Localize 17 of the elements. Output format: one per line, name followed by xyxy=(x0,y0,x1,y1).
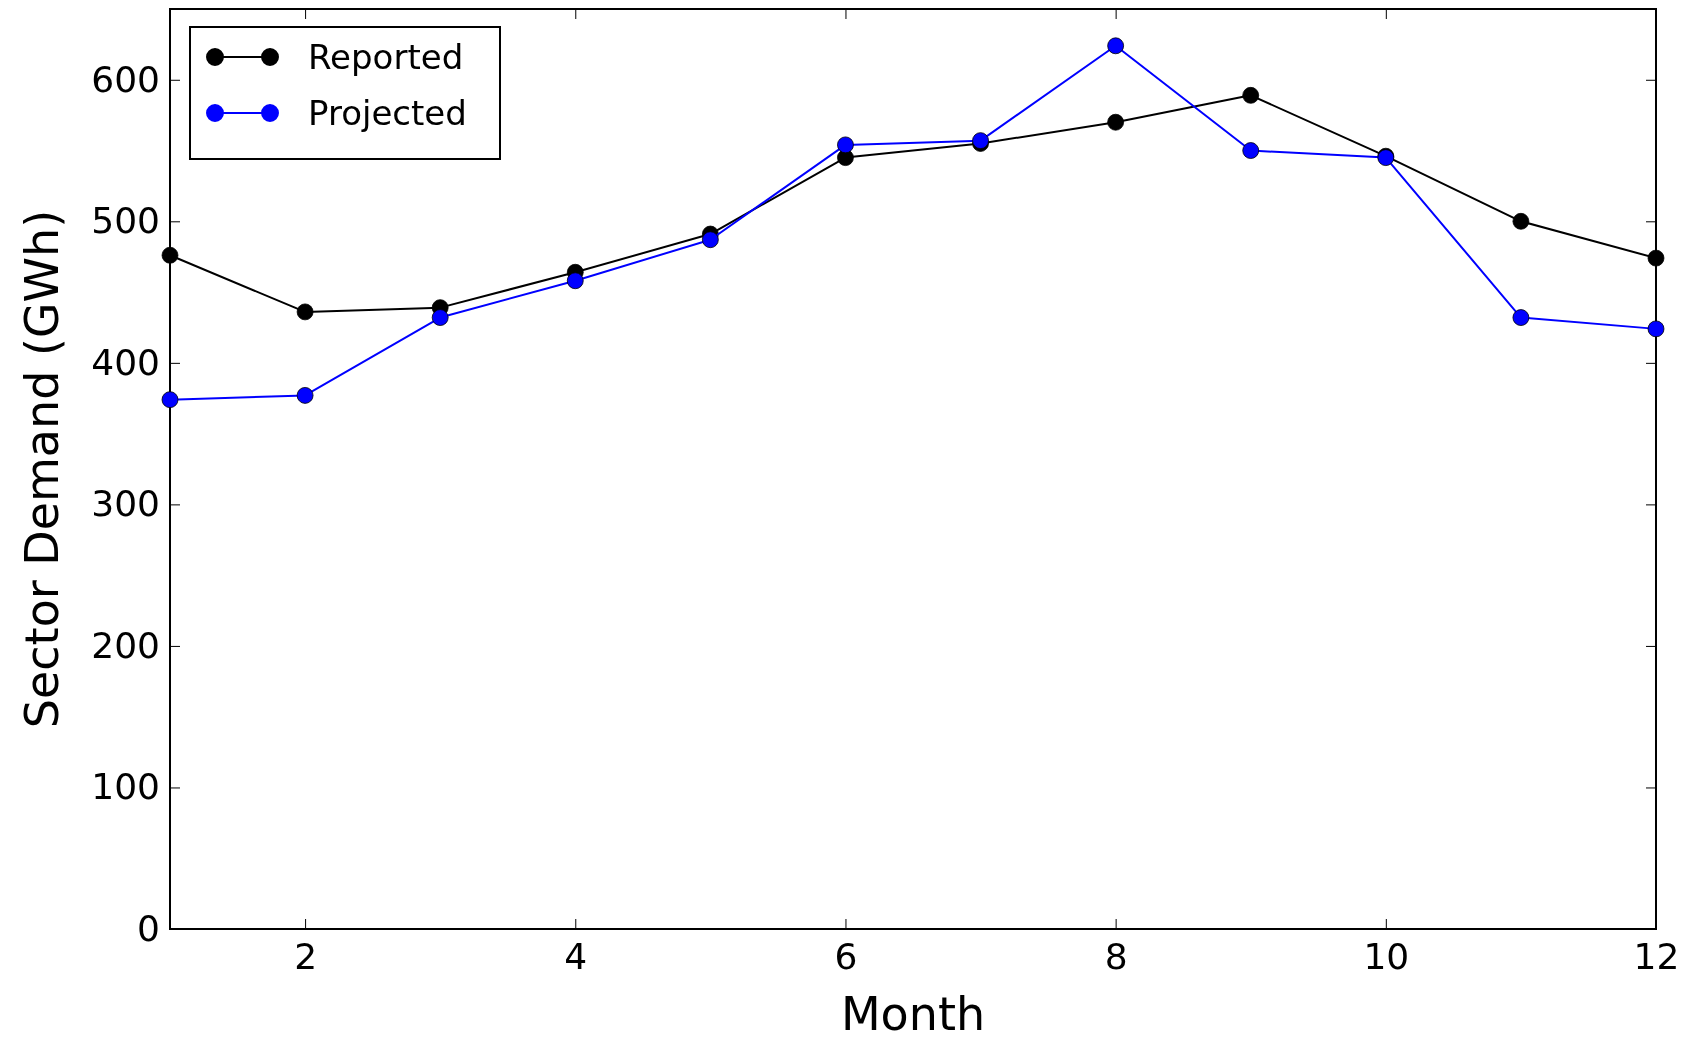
x-axis-title: Month xyxy=(840,987,986,1039)
x-tick-label: 12 xyxy=(1633,935,1680,977)
x-tick-label: 4 xyxy=(564,935,588,977)
x-tick-label: 6 xyxy=(834,935,858,977)
legend-label: Projected xyxy=(308,93,467,133)
legend-label: Reported xyxy=(308,37,464,77)
y-tick-label: 600 xyxy=(91,58,160,100)
x-tick-label: 10 xyxy=(1363,935,1410,977)
y-axis-title: Sector Demand (GWh) xyxy=(15,209,69,729)
y-tick-label: 400 xyxy=(91,341,160,383)
y-tick-label: 500 xyxy=(91,200,160,242)
y-tick-label: 300 xyxy=(91,483,160,525)
x-tick-label: 2 xyxy=(294,935,318,977)
y-tick-label: 100 xyxy=(91,766,160,808)
y-tick-label: 200 xyxy=(91,624,160,666)
x-tick-label: 8 xyxy=(1104,935,1128,977)
y-tick-label: 0 xyxy=(137,908,160,950)
